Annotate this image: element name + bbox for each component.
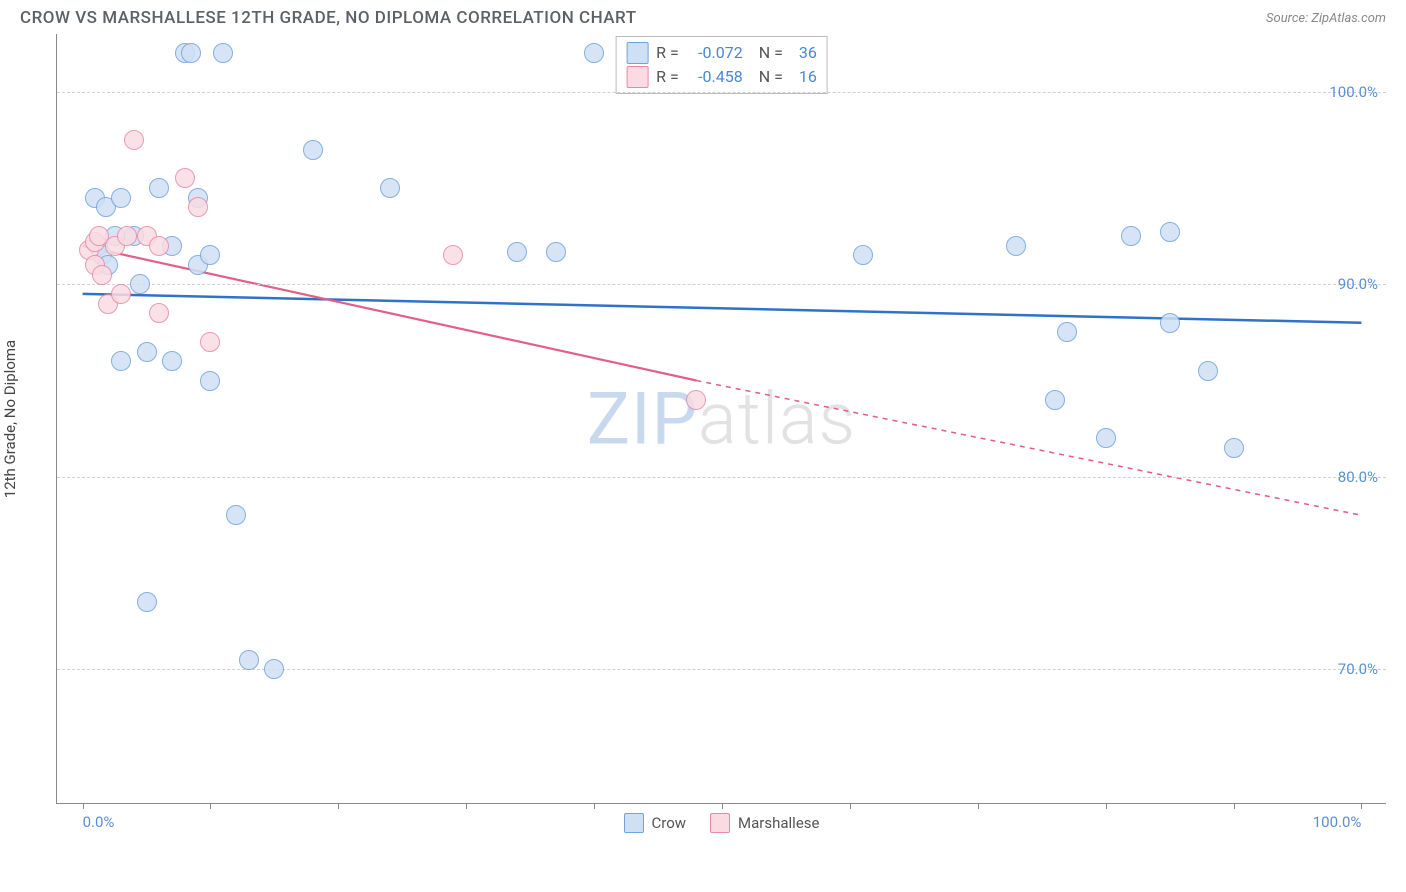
y-axis-label: 12th Grade, No Diploma	[1, 340, 19, 498]
data-point	[162, 351, 182, 371]
data-point	[200, 371, 220, 391]
data-point	[1160, 313, 1180, 333]
chart-title: CROW VS MARSHALLESE 12TH GRADE, NO DIPLO…	[20, 8, 637, 28]
legend-r-value: -0.072	[687, 41, 743, 65]
x-tick-label: 100.0%	[1313, 813, 1362, 831]
data-point	[1096, 428, 1116, 448]
legend-n-value: 36	[791, 41, 817, 65]
data-point	[175, 168, 195, 188]
x-tick	[978, 803, 979, 809]
x-tick	[1361, 803, 1362, 809]
y-tick-label: 80.0%	[1338, 468, 1378, 486]
scatter-plot: ZIPatlas R =-0.072N =36R =-0.458N =16 Cr…	[56, 34, 1386, 804]
data-point	[686, 390, 706, 410]
x-tick	[338, 803, 339, 809]
gridline	[57, 92, 1386, 93]
x-tick	[83, 803, 84, 809]
watermark-prefix: ZIP	[587, 376, 698, 461]
x-tick	[1106, 803, 1107, 809]
source-attribution: Source: ZipAtlas.com	[1266, 11, 1386, 26]
legend-n-label: N =	[759, 41, 783, 65]
data-point	[137, 342, 157, 362]
data-point	[507, 242, 527, 262]
data-point	[1006, 236, 1026, 256]
data-point	[226, 505, 246, 525]
data-point	[111, 284, 131, 304]
legend-item: Marshallese	[710, 813, 819, 833]
correlation-legend: R = -0.072 N = 36 R = -0.458 N = 16	[615, 36, 828, 94]
data-point	[130, 274, 150, 294]
series-legend: Crow Marshallese	[624, 813, 820, 833]
data-point	[1045, 390, 1065, 410]
data-point	[1057, 322, 1077, 342]
data-point	[111, 351, 131, 371]
x-tick-label: 0.0%	[83, 813, 115, 831]
legend-swatch	[624, 813, 644, 833]
data-point	[149, 178, 169, 198]
legend-n-value: 16	[791, 65, 817, 89]
data-point	[92, 265, 112, 285]
legend-label: Marshallese	[738, 814, 819, 832]
data-point	[264, 659, 284, 679]
data-point	[213, 43, 233, 63]
data-point	[239, 650, 259, 670]
legend-r-label: R =	[656, 41, 679, 65]
data-point	[546, 242, 566, 262]
y-tick-label: 100.0%	[1329, 83, 1378, 101]
legend-swatch	[626, 42, 648, 64]
data-point	[853, 245, 873, 265]
data-point	[443, 245, 463, 265]
legend-r-value: -0.458	[687, 65, 743, 89]
chart-container: 12th Grade, No Diploma ZIPatlas R =-0.07…	[20, 34, 1386, 804]
watermark-suffix: atlas	[698, 376, 856, 461]
data-point	[584, 43, 604, 63]
trend-lines	[57, 34, 1387, 804]
data-point	[303, 140, 323, 160]
x-tick	[594, 803, 595, 809]
data-point	[1224, 438, 1244, 458]
legend-item: Crow	[624, 813, 687, 833]
x-tick	[722, 803, 723, 809]
data-point	[124, 130, 144, 150]
y-tick-label: 70.0%	[1338, 660, 1378, 678]
legend-r-label: R =	[656, 65, 679, 89]
x-tick	[466, 803, 467, 809]
data-point	[117, 226, 137, 246]
x-tick	[1234, 803, 1235, 809]
watermark: ZIPatlas	[587, 376, 856, 461]
data-point	[200, 245, 220, 265]
data-point	[1198, 361, 1218, 381]
data-point	[1160, 222, 1180, 242]
data-point	[149, 236, 169, 256]
data-point	[181, 43, 201, 63]
data-point	[380, 178, 400, 198]
legend-row: R = -0.072 N = 36	[626, 41, 817, 65]
x-tick	[210, 803, 211, 809]
chart-header: CROW VS MARSHALLESE 12TH GRADE, NO DIPLO…	[0, 0, 1406, 34]
gridline	[57, 669, 1386, 670]
data-point	[149, 303, 169, 323]
gridline	[57, 284, 1386, 285]
x-tick	[850, 803, 851, 809]
data-point	[1121, 226, 1141, 246]
data-point	[137, 592, 157, 612]
y-tick-label: 90.0%	[1338, 275, 1378, 293]
legend-swatch	[626, 66, 648, 88]
data-point	[188, 197, 208, 217]
data-point	[111, 188, 131, 208]
legend-swatch	[710, 813, 730, 833]
legend-n-label: N =	[759, 65, 783, 89]
legend-row: R = -0.458 N = 16	[626, 65, 817, 89]
gridline	[57, 477, 1386, 478]
data-point	[200, 332, 220, 352]
legend-label: Crow	[652, 814, 687, 832]
